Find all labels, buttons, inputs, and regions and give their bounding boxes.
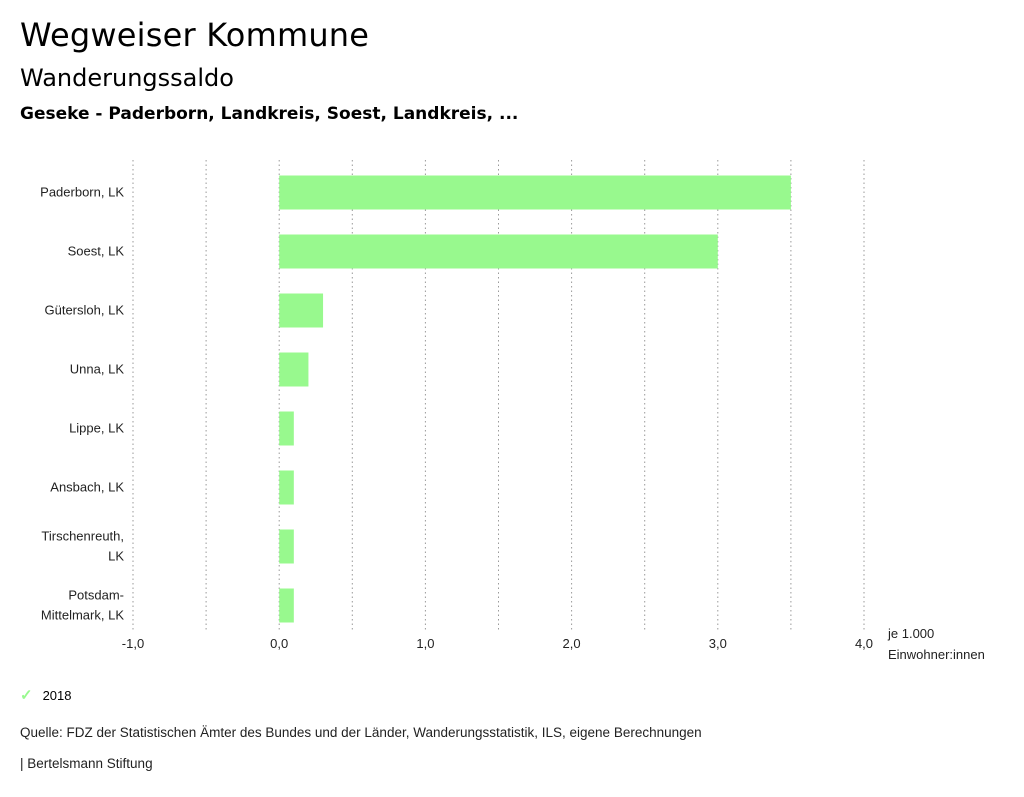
category-label: Paderborn, LK [40, 185, 124, 200]
tick-label: 1,0 [416, 636, 434, 651]
unit-label: je 1.000 Einwohner:innen [887, 626, 985, 662]
bar[interactable] [279, 234, 718, 269]
category-label: Tirschenreuth, [41, 529, 124, 544]
tick-label: -1,0 [122, 636, 144, 651]
tick-label: 4,0 [855, 636, 873, 651]
check-icon[interactable]: ✓ [20, 687, 33, 704]
category-label: Soest, LK [68, 244, 125, 259]
brand-footer: | Bertelsmann Stiftung [20, 756, 153, 771]
legend-label: 2018 [42, 687, 72, 703]
bar[interactable] [279, 293, 324, 328]
category-label: Mittelmark, LK [41, 608, 124, 623]
chart-subtitle: Wanderungssaldo [20, 64, 234, 92]
category-label: LK [108, 549, 124, 564]
bar[interactable] [279, 352, 309, 387]
bar-chart: Paderborn, LK Soest, LK Gütersloh, LK Unna,… [40, 160, 985, 662]
tick-label: 0,0 [270, 636, 288, 651]
page-title: Wegweiser Kommune [20, 16, 370, 54]
source-note: Quelle: FDZ der Statistischen Ämter des … [20, 725, 702, 740]
bar[interactable] [279, 588, 294, 623]
grid-lines [132, 160, 865, 632]
legend[interactable]: ✓ 2018 [20, 686, 72, 704]
region-filter[interactable]: Geseke - Paderborn, Landkreis, Soest, La… [20, 104, 519, 124]
category-label: Unna, LK [70, 362, 125, 377]
category-label: Potsdam- [68, 588, 124, 603]
bar[interactable] [279, 175, 791, 210]
unit-label: je 1.000 [887, 626, 934, 641]
category-label: Gütersloh, LK [45, 303, 125, 318]
bar[interactable] [279, 411, 294, 446]
unit-label: Einwohner:innen [888, 647, 985, 662]
bar[interactable] [279, 529, 294, 564]
bars [279, 175, 791, 623]
category-label: Lippe, LK [69, 421, 124, 436]
tick-label: 3,0 [709, 636, 727, 651]
category-label: Ansbach, LK [50, 480, 124, 495]
bar[interactable] [279, 470, 294, 505]
tick-labels: -1,0 0,0 1,0 2,0 3,0 4,0 [122, 636, 873, 651]
category-labels: Paderborn, LK Soest, LK Gütersloh, LK Unna,… [40, 185, 124, 623]
tick-label: 2,0 [563, 636, 581, 651]
